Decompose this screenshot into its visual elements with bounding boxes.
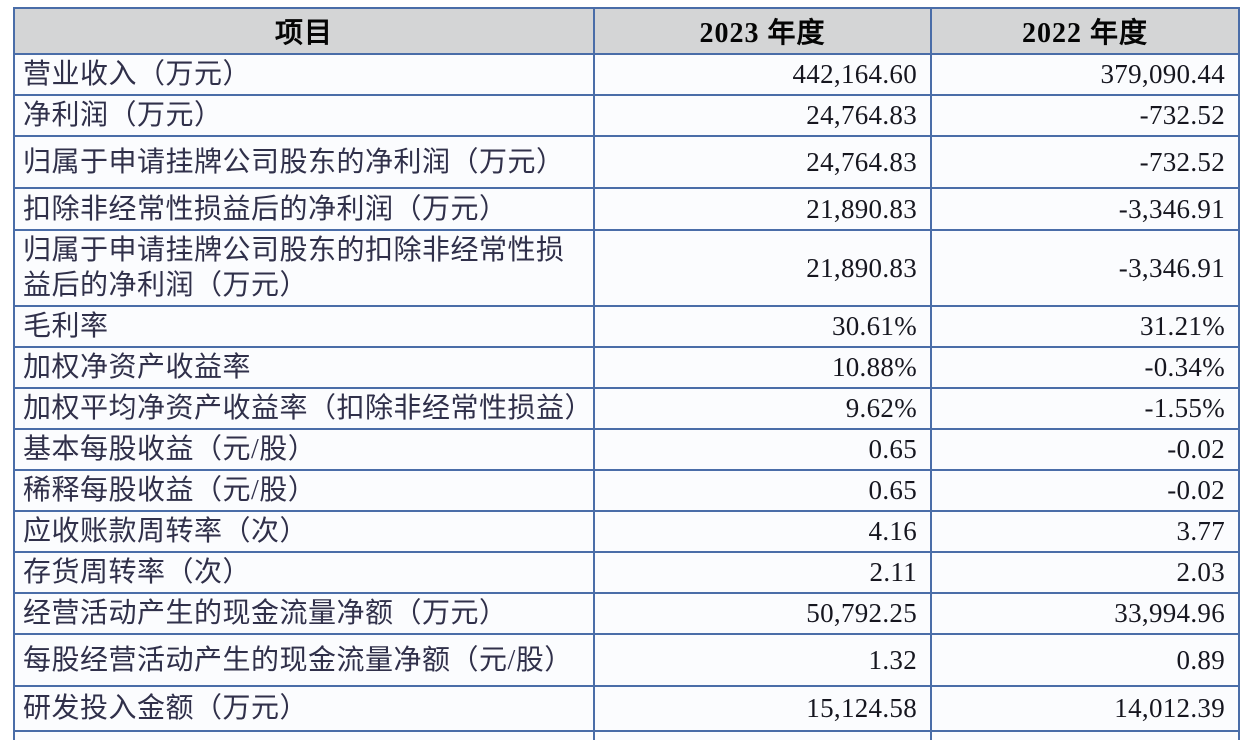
value-2022-cell: 3.70% <box>930 730 1240 740</box>
table-row: 经营活动产生的现金流量净额（万元） 50,792.25 33,994.96 <box>13 592 1240 635</box>
value-2023-cell: 21,890.83 <box>593 187 932 231</box>
column-header-2022: 2022 年度 <box>930 7 1240 55</box>
table-row: 每股经营活动产生的现金流量净额（元/股） 1.32 0.89 <box>13 633 1240 687</box>
table-row: 加权平均净资产收益率（扣除非经常性损益） 9.62% -1.55% <box>13 387 1240 430</box>
item-cell: 存货周转率（次） <box>13 551 595 594</box>
value-2023-cell: 15,124.58 <box>593 685 932 732</box>
table-row: 净利润（万元） 24,764.83 -732.52 <box>13 94 1240 137</box>
value-2023-cell: 50,792.25 <box>593 592 932 635</box>
item-cell: 扣除非经常性损益后的净利润（万元） <box>13 187 595 231</box>
table-row: 毛利率 30.61% 31.21% <box>13 305 1240 348</box>
table-row: 归属于申请挂牌公司股东的扣除非经常性损益后的净利润（万元） 21,890.83 -3… <box>13 229 1240 307</box>
item-cell: 归属于申请挂牌公司股东的净利润（万元） <box>13 135 595 189</box>
table-row: 基本每股收益（元/股） 0.65 -0.02 <box>13 428 1240 471</box>
value-2023-cell: 30.61% <box>593 305 932 348</box>
item-cell: 经营活动产生的现金流量净额（万元） <box>13 592 595 635</box>
item-cell: 净利润（万元） <box>13 94 595 137</box>
value-2023-cell: 3.42% <box>593 730 932 740</box>
value-2023-cell: 9.62% <box>593 387 932 430</box>
value-2022-cell: -0.02 <box>930 428 1240 471</box>
value-2022-cell: -3,346.91 <box>930 229 1240 307</box>
table-row: 加权净资产收益率 10.88% -0.34% <box>13 346 1240 389</box>
table-row: 研发投入占营业收入比例3.42%3.70% <box>13 730 1240 740</box>
value-2022-cell: 2.03 <box>930 551 1240 594</box>
item-cell: 研发投入金额（万元） <box>13 685 595 732</box>
value-2022-cell: -0.34% <box>930 346 1240 389</box>
table-header: 项目 2023 年度 2022 年度 <box>13 7 1240 55</box>
value-2022-cell: 33,994.96 <box>930 592 1240 635</box>
item-cell: 归属于申请挂牌公司股东的扣除非经常性损益后的净利润（万元） <box>13 229 595 307</box>
table-row: 稀释每股收益（元/股） 0.65 -0.02 <box>13 469 1240 512</box>
value-2022-cell: -0.02 <box>930 469 1240 512</box>
value-2022-cell: 3.77 <box>930 510 1240 553</box>
item-cell: 研发投入占营业收入比例 <box>13 730 595 740</box>
value-2023-cell: 1.32 <box>593 633 932 687</box>
financial-summary-table: 项目 2023 年度 2022 年度 营业收入（万元） 442,164.60 379… <box>13 7 1240 740</box>
value-2022-cell: -732.52 <box>930 135 1240 189</box>
item-cell: 基本每股收益（元/股） <box>13 428 595 471</box>
value-2022-cell: 14,012.39 <box>930 685 1240 732</box>
table-row: 扣除非经常性损益后的净利润（万元） 21,890.83 -3,346.91 <box>13 187 1240 231</box>
value-2022-cell: -1.55% <box>930 387 1240 430</box>
column-header-item: 项目 <box>13 7 595 55</box>
table-row: 存货周转率（次） 2.11 2.03 <box>13 551 1240 594</box>
table-row: 研发投入金额（万元） 15,124.58 14,012.39 <box>13 685 1240 732</box>
value-2023-cell: 24,764.83 <box>593 94 932 137</box>
value-2022-cell: 379,090.44 <box>930 53 1240 96</box>
item-cell: 每股经营活动产生的现金流量净额（元/股） <box>13 633 595 687</box>
table-row: 营业收入（万元） 442,164.60 379,090.44 <box>13 53 1240 96</box>
header-row: 项目 2023 年度 2022 年度 <box>13 7 1240 55</box>
value-2023-cell: 10.88% <box>593 346 932 389</box>
value-2023-cell: 0.65 <box>593 469 932 512</box>
table-body: 营业收入（万元） 442,164.60 379,090.44 净利润（万元） 24,76… <box>13 53 1240 740</box>
item-cell: 营业收入（万元） <box>13 53 595 96</box>
table-row: 应收账款周转率（次） 4.16 3.77 <box>13 510 1240 553</box>
item-cell: 加权净资产收益率 <box>13 346 595 389</box>
column-header-2023: 2023 年度 <box>593 7 932 55</box>
value-2022-cell: -3,346.91 <box>930 187 1240 231</box>
value-2023-cell: 2.11 <box>593 551 932 594</box>
item-cell: 应收账款周转率（次） <box>13 510 595 553</box>
value-2022-cell: 0.89 <box>930 633 1240 687</box>
item-cell: 毛利率 <box>13 305 595 348</box>
table-row: 归属于申请挂牌公司股东的净利润（万元） 24,764.83 -732.52 <box>13 135 1240 189</box>
value-2023-cell: 0.65 <box>593 428 932 471</box>
value-2023-cell: 442,164.60 <box>593 53 932 96</box>
value-2023-cell: 4.16 <box>593 510 932 553</box>
value-2022-cell: 31.21% <box>930 305 1240 348</box>
value-2022-cell: -732.52 <box>930 94 1240 137</box>
item-cell: 加权平均净资产收益率（扣除非经常性损益） <box>13 387 595 430</box>
item-cell: 稀释每股收益（元/股） <box>13 469 595 512</box>
value-2023-cell: 24,764.83 <box>593 135 932 189</box>
value-2023-cell: 21,890.83 <box>593 229 932 307</box>
